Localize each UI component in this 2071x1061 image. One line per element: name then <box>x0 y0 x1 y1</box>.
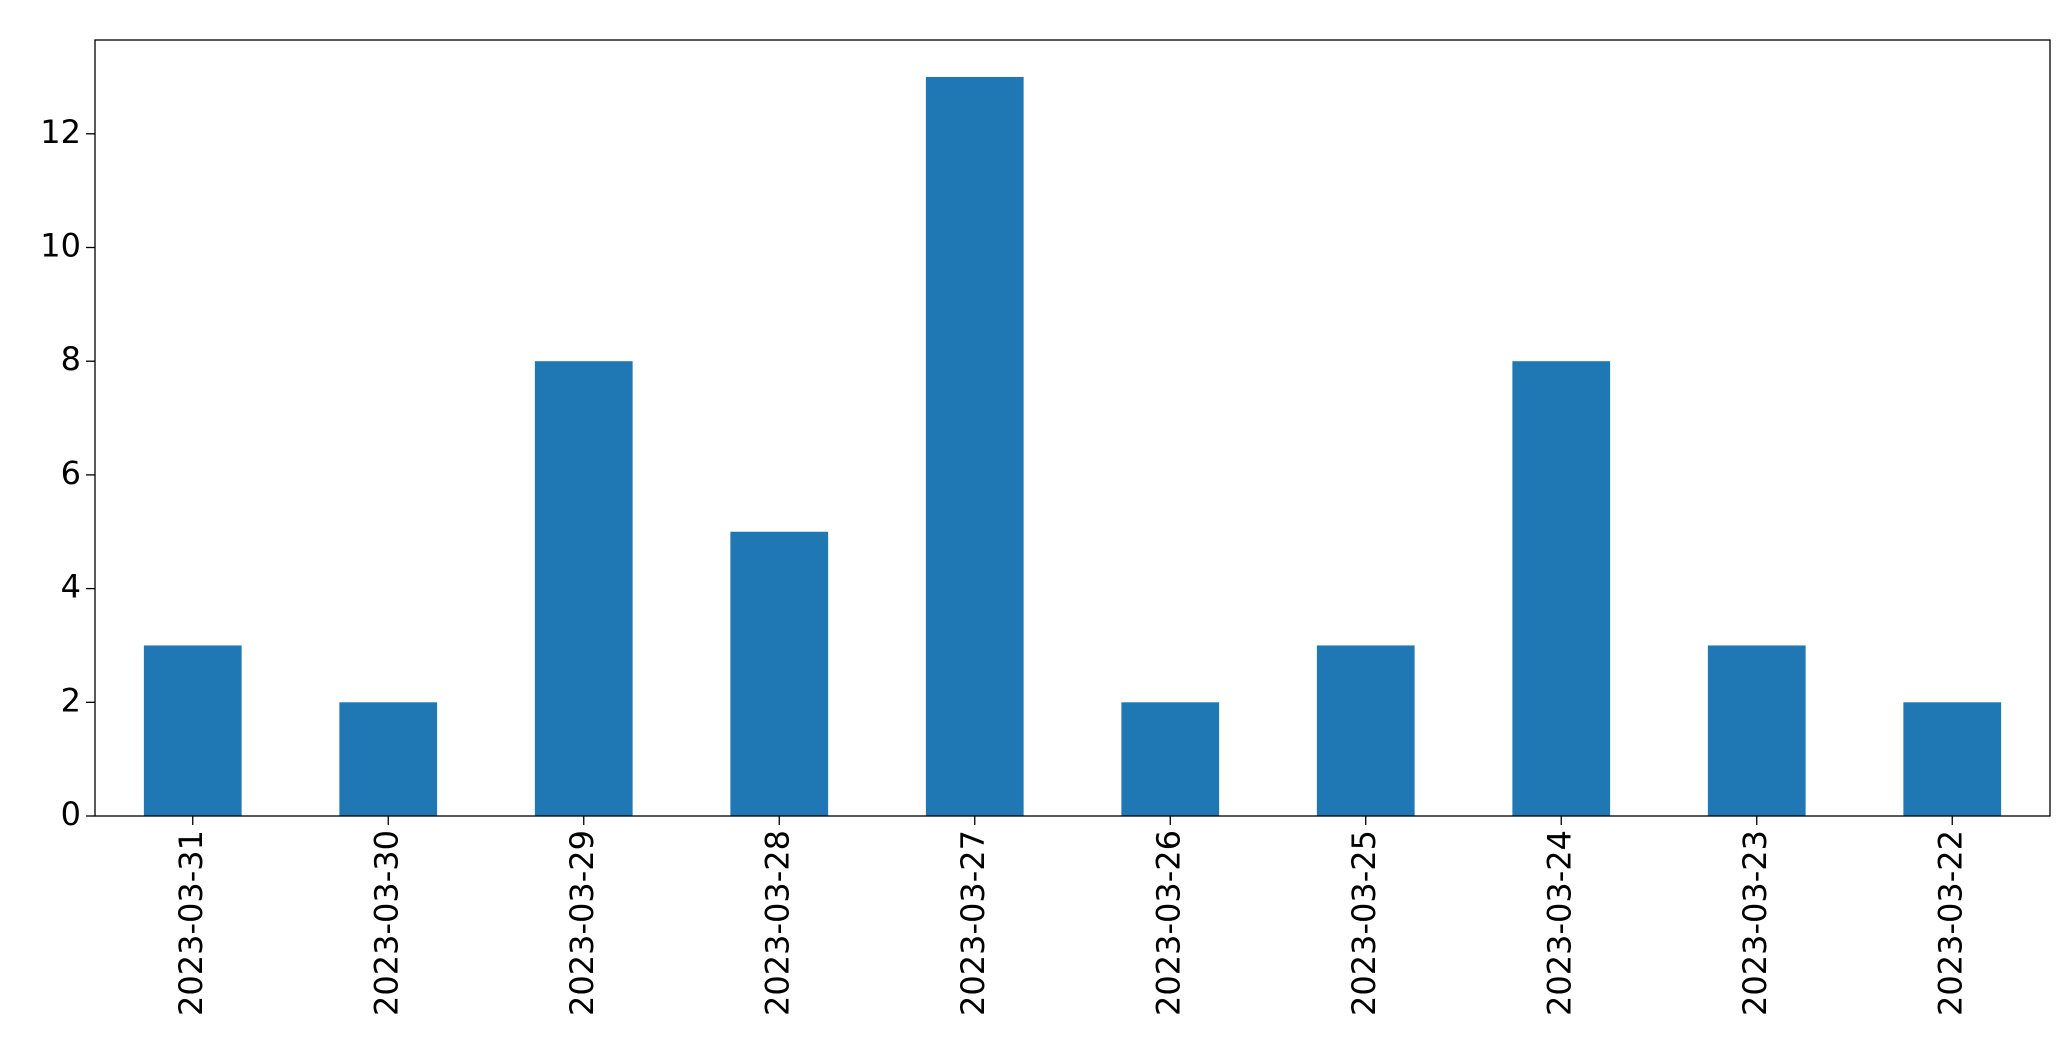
x-tick-label: 2023-03-30 <box>367 830 405 1016</box>
x-tick-label: 2023-03-27 <box>954 830 992 1016</box>
bar <box>534 361 633 816</box>
x-tick-label: 2023-03-28 <box>758 830 796 1016</box>
x-tick-label: 2023-03-23 <box>1736 830 1774 1016</box>
bar <box>1903 702 2002 816</box>
plot-frame <box>94 39 2051 817</box>
bar <box>339 702 438 816</box>
y-tick-label: 10 <box>40 227 81 265</box>
bar <box>1316 645 1415 816</box>
bar <box>143 645 242 816</box>
y-tick-label: 0 <box>61 795 81 833</box>
y-tick-label: 8 <box>61 340 81 378</box>
bar <box>730 531 829 816</box>
y-tick-label: 4 <box>61 568 81 606</box>
x-tick-label: 2023-03-22 <box>1931 830 1969 1016</box>
bar <box>1512 361 1611 816</box>
x-tick-label: 2023-03-31 <box>172 830 210 1016</box>
x-tick-label: 2023-03-24 <box>1540 830 1578 1016</box>
bar <box>1707 645 1806 816</box>
x-tick-label: 2023-03-29 <box>563 830 601 1016</box>
y-tick-label: 6 <box>61 454 81 492</box>
bar <box>925 76 1024 816</box>
x-tick-label: 2023-03-25 <box>1345 830 1383 1016</box>
y-tick-label: 12 <box>40 113 81 151</box>
bar <box>1121 702 1220 816</box>
y-tick-label: 2 <box>61 681 81 719</box>
x-tick-label: 2023-03-26 <box>1149 830 1187 1016</box>
